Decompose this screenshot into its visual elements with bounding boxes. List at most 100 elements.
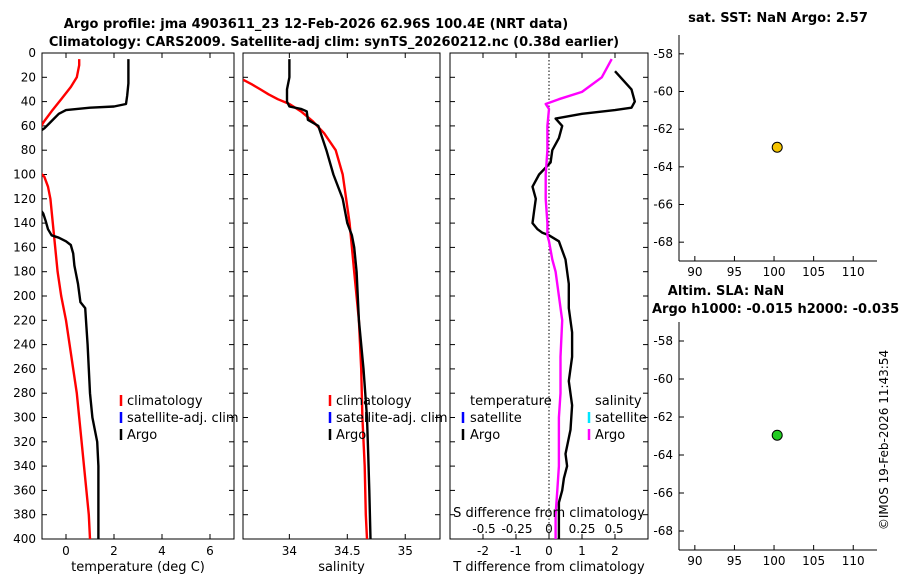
series-line-climatology	[42, 59, 81, 127]
legend-title-salinity: salinity	[595, 394, 642, 409]
y-tick-label: -66	[653, 198, 673, 212]
legend-entry: Argo	[470, 428, 500, 443]
x-tick-label: 110	[842, 554, 865, 568]
secondary-tick-label: 0.25	[569, 522, 596, 536]
series-line-s-argo	[544, 58, 613, 539]
argo-position-marker	[771, 429, 783, 441]
x-tick-label: 34	[282, 544, 297, 558]
y-tick-label: 280	[13, 386, 36, 400]
secondary-tick-label: -0.25	[501, 522, 532, 536]
x-tick-label: 105	[802, 265, 825, 279]
y-tick-label: 220	[13, 313, 36, 327]
y-tick-label: 360	[13, 483, 36, 497]
series-line-t-argo	[531, 70, 636, 539]
legend-entry: climatology	[336, 394, 412, 409]
y-tick-label: -58	[653, 47, 673, 61]
series-line-climatology	[243, 78, 369, 539]
x-tick-label: 110	[842, 265, 865, 279]
x-tick-label: -1	[510, 544, 522, 558]
map-subtitle: Argo h1000: -0.015 h2000: -0.035	[652, 302, 899, 317]
secondary-axis-title: S difference from climatology	[453, 506, 645, 521]
y-tick-label: 40	[21, 95, 36, 109]
x-tick-label: -2	[477, 544, 489, 558]
secondary-tick-label: -0.5	[472, 522, 495, 536]
x-axis-label: temperature (deg C)	[71, 560, 205, 575]
legend-entry: satellite-adj. clim	[127, 411, 239, 426]
y-tick-label: 200	[13, 289, 36, 303]
y-tick-label: 380	[13, 508, 36, 522]
x-tick-label: 35	[398, 544, 413, 558]
y-tick-label: -68	[653, 524, 673, 538]
y-tick-label: 20	[21, 70, 36, 84]
series-line-argo	[285, 59, 372, 539]
y-tick-label: 340	[13, 459, 36, 473]
x-tick-label: 95	[727, 265, 742, 279]
legend-entry: climatology	[127, 394, 203, 409]
plot-frame	[41, 52, 235, 540]
x-tick-label: 4	[158, 544, 166, 558]
series-line-argo	[42, 59, 130, 132]
y-tick-label: 140	[13, 216, 36, 230]
sst-map-panel: -58 -60 -62 -64 -66 -68 90 95 100 105 110 sat. SST:…	[653, 11, 877, 279]
y-tick-label: 240	[13, 338, 36, 352]
y-tick-label: 400	[13, 532, 36, 546]
argo-position-marker	[771, 141, 783, 153]
y-tick-label: 80	[21, 143, 36, 157]
y-tick-label: -62	[653, 122, 673, 136]
x-tick-label: 2	[611, 544, 619, 558]
x-tick-label: 6	[206, 544, 214, 558]
sla-map-panel: -58 -60 -62 -64 -66 -68 90 95 100 105 110 Altim. SL…	[652, 284, 899, 568]
y-tick-label: -64	[653, 160, 673, 174]
y-tick-label: -66	[653, 486, 673, 500]
difference-panel: -2 -1 0 1 2 T difference from climatology temp…	[449, 52, 649, 575]
y-tick-label: 60	[21, 119, 36, 133]
x-tick-label: 0	[62, 544, 70, 558]
y-tick-label: -58	[653, 334, 673, 348]
y-tick-label: 320	[13, 435, 36, 449]
x-tick-label: 100	[763, 554, 786, 568]
legend-title-temperature: temperature	[470, 394, 552, 409]
legend-entry: satellite-adj. clim	[336, 411, 448, 426]
map-title: Altim. SLA: NaN	[668, 284, 784, 299]
x-tick-label: 1	[578, 544, 586, 558]
imos-timestamp: ©IMOS 19-Feb-2026 11:43:54	[877, 350, 891, 530]
x-axis-label: salinity	[318, 560, 365, 575]
y-tick-label: -62	[653, 410, 673, 424]
y-tick-label: 160	[13, 240, 36, 254]
x-tick-label: 2	[110, 544, 118, 558]
title-line-1: Argo profile: jma 4903611_23 12-Feb-2026…	[64, 17, 569, 32]
y-tick-label: -64	[653, 448, 673, 462]
salinity-panel: 34 34.5 35 salinity climatology satellite-adj…	[242, 52, 448, 575]
map-title: sat. SST: NaN Argo: 2.57	[688, 11, 868, 26]
x-tick-label: 100	[763, 265, 786, 279]
legend-entry: Argo	[127, 428, 157, 443]
secondary-tick-label: 0	[545, 522, 553, 536]
x-tick-label: 105	[802, 554, 825, 568]
y-tick-label: 300	[13, 411, 36, 425]
plot-frame	[242, 52, 441, 540]
x-tick-label: 34.5	[334, 544, 361, 558]
legend-entry: satellite	[595, 411, 647, 426]
x-tick-label: 90	[687, 265, 702, 279]
y-tick-label: 100	[13, 168, 36, 182]
y-tick-label: 0	[28, 46, 36, 60]
x-tick-label: 0	[545, 544, 553, 558]
y-tick-label: 260	[13, 362, 36, 376]
y-tick-label: 180	[13, 265, 36, 279]
x-tick-label: 95	[727, 554, 742, 568]
y-tick-label: -68	[653, 235, 673, 249]
legend-entry: satellite	[470, 411, 522, 426]
series-line-argo	[42, 209, 100, 539]
legend-entry: Argo	[595, 428, 625, 443]
y-tick-label: -60	[653, 372, 673, 386]
y-tick-label: -60	[653, 85, 673, 99]
series-line-climatology	[42, 172, 92, 539]
x-axis-label: T difference from climatology	[452, 560, 645, 575]
y-tick-label: 120	[13, 192, 36, 206]
title-line-2: Climatology: CARS2009. Satellite-adj cli…	[49, 35, 619, 50]
legend-entry: Argo	[336, 428, 366, 443]
secondary-tick-label: 0.5	[604, 522, 623, 536]
x-tick-label: 90	[687, 554, 702, 568]
